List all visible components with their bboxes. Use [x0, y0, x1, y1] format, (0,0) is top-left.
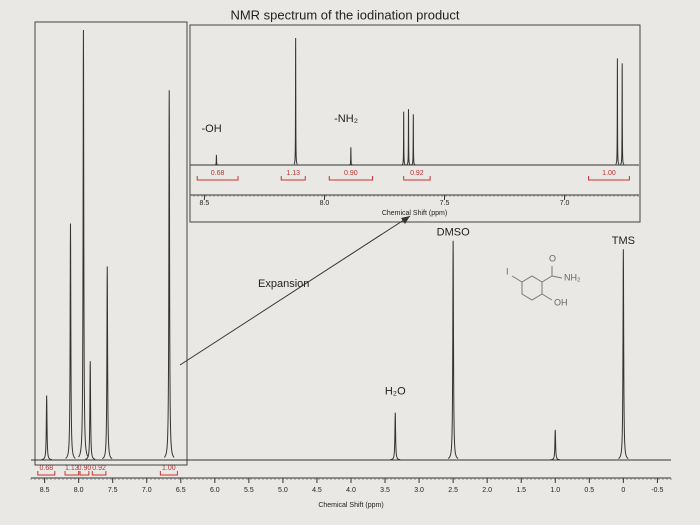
- peak: [411, 114, 416, 166]
- integral-bracket: [588, 176, 630, 181]
- integral-bracket: [280, 176, 306, 181]
- x-tick-label: 8.5: [200, 200, 210, 207]
- structure-label: NH₂: [564, 272, 581, 282]
- integral-label: 0.92: [410, 170, 424, 177]
- peak: [390, 412, 401, 461]
- peak: [349, 147, 353, 166]
- x-tick-label: 5.5: [244, 487, 254, 494]
- x-tick-label: 8.5: [40, 487, 50, 494]
- arrow-head: [401, 216, 410, 224]
- peak: [293, 37, 298, 165]
- integral-label: 0.90: [344, 170, 358, 177]
- integral-bracket: [403, 176, 431, 181]
- peak: [102, 266, 113, 460]
- inset-box: [189, 24, 641, 223]
- x-tick-label: 8.0: [320, 200, 330, 207]
- peak: [618, 249, 629, 459]
- peak: [406, 109, 411, 166]
- peak: [447, 240, 459, 459]
- integral-label: 0.68: [211, 170, 225, 177]
- x-tick-label: 7.5: [108, 487, 118, 494]
- peak: [78, 29, 89, 458]
- integral-bracket: [91, 471, 107, 476]
- structure-label: OH: [554, 297, 568, 307]
- peak: [163, 90, 175, 458]
- x-tick-label: 8.0: [74, 487, 84, 494]
- structure-label: O: [549, 253, 556, 263]
- annotation: -NH₂: [334, 113, 358, 125]
- chart-title: NMR spectrum of the iodination product: [230, 7, 459, 22]
- peak: [41, 395, 52, 461]
- x-tick-label: 7.5: [440, 200, 450, 207]
- expansion-label: Expansion: [258, 278, 309, 290]
- annotation: DMSO: [437, 227, 470, 239]
- expansion-region-box: [34, 21, 188, 466]
- integral-bracket: [159, 471, 178, 476]
- expansion-arrow: [179, 215, 411, 366]
- peak: [214, 154, 219, 166]
- integral-bracket: [37, 471, 56, 476]
- peak: [620, 63, 625, 165]
- x-tick-label: 3.0: [414, 487, 424, 494]
- peak: [65, 223, 76, 459]
- annotation: H₂O: [385, 386, 406, 398]
- integral-bracket: [64, 471, 80, 476]
- integral-label: 0.68: [40, 465, 54, 472]
- structure-label: I: [506, 266, 509, 276]
- integral-label: 0.90: [78, 465, 92, 472]
- x-tick-label: 7.0: [142, 487, 152, 494]
- x-tick-label: 1.0: [550, 487, 560, 494]
- x-axis-label: Chemical Shift (ppm): [318, 502, 383, 509]
- x-tick-label: 0: [621, 487, 625, 494]
- annotation: TMS: [612, 235, 635, 247]
- x-tick-label: 3.5: [380, 487, 390, 494]
- x-tick-label: 1.5: [516, 487, 526, 494]
- integral-bracket: [79, 471, 90, 476]
- x-tick-label: 2.5: [448, 487, 458, 494]
- x-tick-label: 4.0: [346, 487, 356, 494]
- x-tick-label: 2.0: [482, 487, 492, 494]
- integral-label: 0.92: [92, 465, 106, 472]
- peak: [615, 58, 620, 165]
- x-axis-label: Chemical Shift (ppm): [382, 210, 447, 217]
- integral-label: 1.00: [162, 465, 176, 472]
- x-tick-label: 7.0: [560, 200, 570, 207]
- peak: [85, 361, 96, 460]
- integral-label: 1.13: [65, 465, 79, 472]
- x-tick-label: 0.5: [584, 487, 594, 494]
- integral-bracket: [196, 176, 239, 181]
- x-tick-label: -0.5: [651, 487, 663, 494]
- structure-sketch: [511, 266, 563, 301]
- annotation: -OH: [202, 123, 222, 135]
- integral-label: 1.13: [286, 170, 300, 177]
- x-tick-label: 5.0: [278, 487, 288, 494]
- x-tick-label: 4.5: [312, 487, 322, 494]
- peak: [550, 429, 561, 461]
- x-tick-label: 6.0: [210, 487, 220, 494]
- integral-bracket: [328, 176, 373, 181]
- integral-label: 1.00: [602, 170, 616, 177]
- x-tick-label: 6.5: [176, 487, 186, 494]
- peak: [401, 111, 406, 166]
